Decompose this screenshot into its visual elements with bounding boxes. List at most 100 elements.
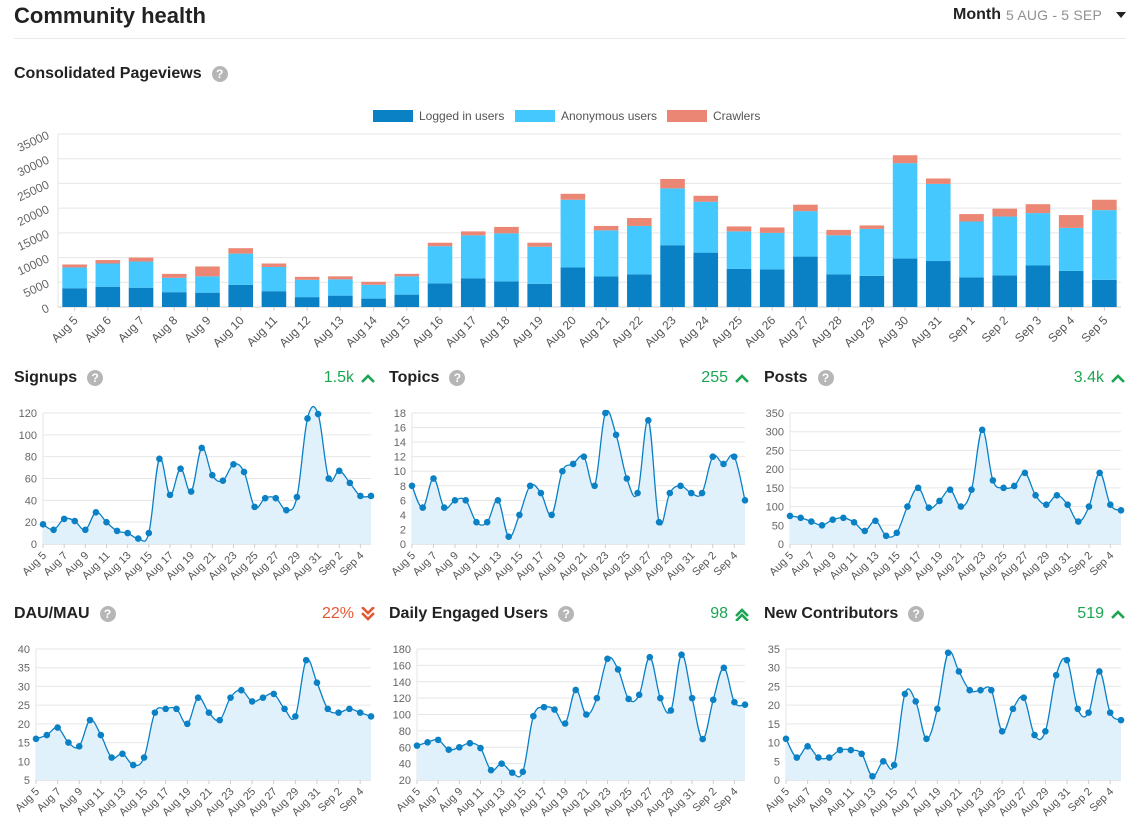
bar-segment: [693, 201, 719, 253]
data-point: [462, 497, 470, 504]
x-tick-label: Sep 1: [946, 313, 978, 345]
dau-mau-title: DAU/MAU: [14, 605, 90, 622]
x-tick-label: Aug 21: [557, 550, 590, 583]
data-point: [957, 503, 965, 510]
x-tick-label: Aug 11: [80, 550, 113, 583]
y-tick-label: 20: [399, 775, 411, 787]
x-tick-label: Aug 11: [824, 786, 857, 819]
bar-segment: [128, 257, 154, 262]
x-tick-label: Aug 13: [310, 313, 347, 350]
y-tick-label: 40: [18, 644, 30, 656]
bar-segment: [261, 291, 287, 307]
help-icon[interactable]: ?: [449, 370, 466, 386]
chevron-up-icon: [361, 374, 375, 383]
data-point: [602, 409, 609, 417]
series-line: [789, 429, 1122, 538]
legend-label: Logged in users: [419, 109, 504, 123]
data-point: [1106, 709, 1114, 716]
data-point: [346, 479, 354, 487]
bar-segment: [494, 226, 519, 234]
x-tick-label: Aug 31: [665, 786, 698, 819]
bar-segment: [95, 260, 121, 264]
posts-title: Posts: [764, 369, 808, 386]
posts-trend: 3.4k: [1074, 369, 1125, 387]
x-tick-label: Sep 4: [712, 786, 741, 815]
x-tick-label: Aug 25: [602, 786, 635, 819]
x-tick-label: Sep 4: [712, 550, 741, 579]
data-point: [92, 509, 100, 516]
data-point: [998, 728, 1006, 735]
data-point: [634, 489, 641, 497]
data-point: [304, 415, 311, 422]
bar-segment: [992, 275, 1018, 307]
data-point: [786, 512, 794, 520]
data-point: [103, 518, 110, 526]
y-tick-label: 4: [400, 510, 406, 522]
x-tick-label: Aug 9: [437, 786, 466, 815]
bar-segment: [560, 199, 586, 268]
y-tick-label: 120: [393, 693, 411, 705]
help-icon[interactable]: ?: [817, 370, 834, 386]
bar-segment: [1092, 210, 1117, 280]
y-tick-label: 2: [400, 524, 406, 536]
bar-segment: [460, 278, 486, 307]
legend-swatch: [515, 110, 555, 122]
daily-engaged-users-trend-value: 98: [710, 605, 728, 622]
data-point: [872, 517, 879, 525]
help-icon[interactable]: ?: [99, 606, 116, 622]
y-tick-label: 350: [766, 408, 784, 420]
data-point: [356, 709, 364, 716]
data-point: [346, 705, 353, 713]
caret-down-icon[interactable]: [1116, 12, 1126, 18]
data-point: [124, 529, 131, 537]
y-tick-label: 5: [24, 775, 30, 787]
y-tick-label: 35: [18, 663, 30, 675]
data-point: [1000, 484, 1007, 492]
bar-segment: [128, 287, 154, 307]
x-tick-label: Aug 13: [848, 550, 881, 583]
help-icon[interactable]: ?: [908, 606, 925, 622]
x-tick-label: Aug 17: [891, 550, 924, 583]
data-point: [456, 743, 463, 751]
data-point: [413, 742, 421, 749]
data-point: [730, 453, 738, 460]
x-tick-label: Sep 2: [1066, 786, 1095, 815]
data-point: [505, 533, 512, 541]
data-point: [1074, 518, 1082, 525]
x-tick-label: Aug 29: [270, 550, 303, 583]
y-tick-label: 100: [766, 502, 784, 514]
x-tick-label: Aug 15: [496, 786, 529, 819]
y-tick-label: 35: [768, 644, 780, 656]
period-selector[interactable]: Month 5 AUG - 5 SEP: [953, 6, 1126, 24]
help-icon[interactable]: ?: [211, 66, 228, 82]
data-point: [989, 477, 997, 484]
bar-segment: [460, 231, 486, 236]
x-tick-label: Aug 6: [82, 313, 114, 345]
bar-segment: [427, 283, 453, 307]
data-point: [134, 535, 142, 542]
bar-segment: [1025, 265, 1051, 307]
legend-label: Crawlers: [713, 109, 760, 123]
data-point: [625, 695, 632, 703]
data-point: [977, 686, 984, 694]
data-point: [537, 489, 545, 497]
help-icon[interactable]: ?: [87, 370, 104, 386]
x-tick-label: Sep 2: [316, 786, 345, 815]
y-tick-label: 100: [19, 430, 37, 442]
legend-swatch: [667, 110, 707, 122]
x-tick-label: Aug 15: [122, 550, 155, 583]
help-icon[interactable]: ?: [558, 606, 575, 622]
x-tick-label: Aug 7: [789, 550, 818, 579]
new-contributors-trend-value: 519: [1077, 605, 1104, 622]
x-tick-label: Aug 9: [807, 786, 836, 815]
x-tick-label: Aug 27: [621, 550, 654, 583]
data-point: [858, 750, 865, 758]
data-point: [657, 694, 664, 702]
data-point: [1009, 705, 1017, 713]
data-point: [129, 761, 137, 769]
x-tick-label: Aug 29: [841, 313, 878, 350]
x-tick-label: Aug 31: [664, 550, 697, 583]
bar-segment: [660, 245, 685, 307]
